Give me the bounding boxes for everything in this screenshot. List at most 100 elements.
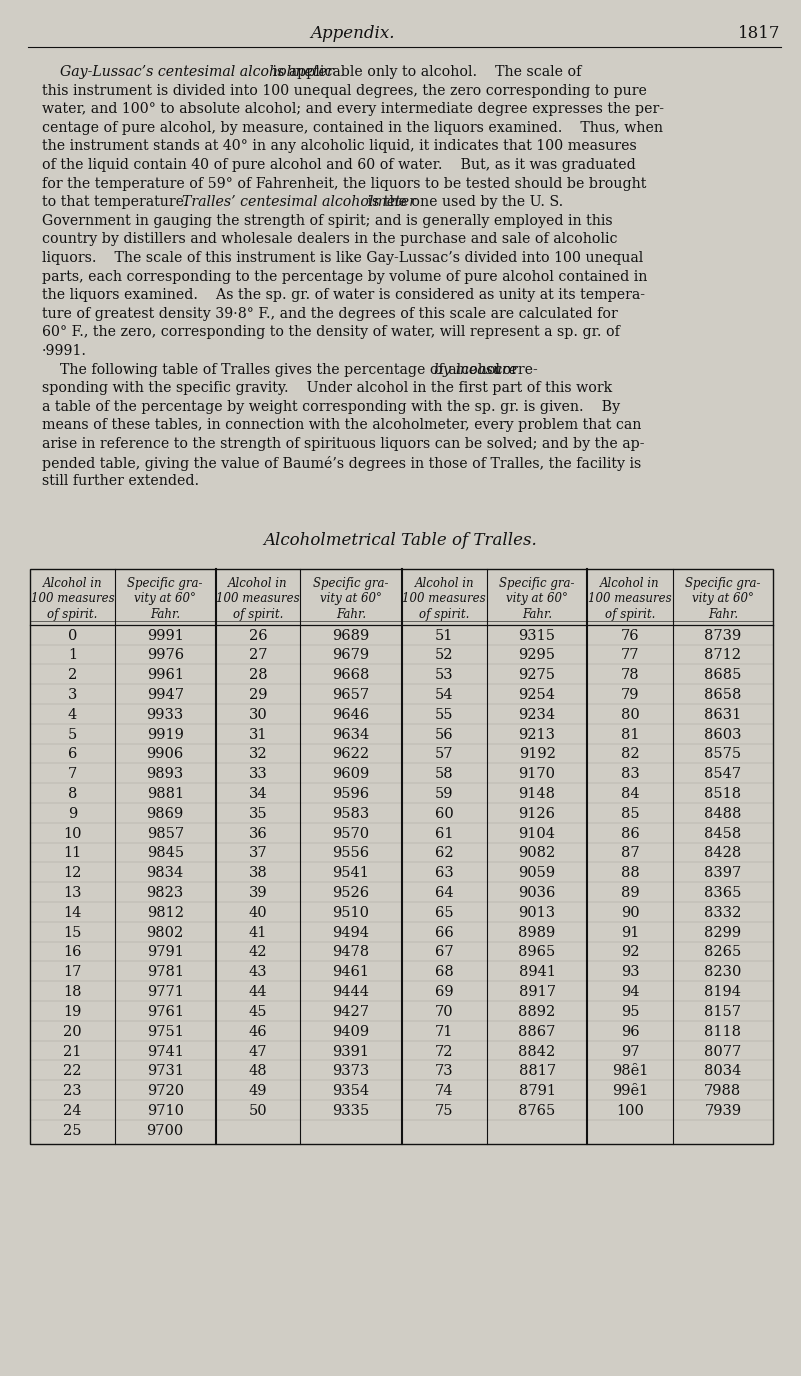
Text: 9: 9	[68, 806, 77, 821]
Text: 90: 90	[621, 905, 639, 921]
Text: 2: 2	[68, 669, 77, 682]
Text: 57: 57	[435, 747, 453, 761]
Text: Fahr.: Fahr.	[708, 608, 738, 621]
Text: 9668: 9668	[332, 669, 370, 682]
Text: 8739: 8739	[704, 629, 742, 643]
Text: of spirit.: of spirit.	[419, 608, 469, 621]
Text: 8547: 8547	[704, 768, 742, 782]
Text: 13: 13	[63, 886, 82, 900]
Text: Alcohol in: Alcohol in	[228, 577, 288, 590]
Text: liquors.    The scale of this instrument is like Gay-Lussac’s divided into 100 u: liquors. The scale of this instrument is…	[42, 250, 643, 266]
Text: 84: 84	[621, 787, 639, 801]
Text: vity at 60°: vity at 60°	[320, 592, 382, 605]
Text: 70: 70	[435, 1004, 453, 1018]
Text: 9373: 9373	[332, 1064, 369, 1079]
Text: 8077: 8077	[704, 1044, 742, 1058]
Text: 9991: 9991	[147, 629, 183, 643]
Text: vity at 60°: vity at 60°	[506, 592, 568, 605]
Text: 9893: 9893	[147, 768, 184, 782]
Text: 39: 39	[249, 886, 268, 900]
Text: 8518: 8518	[704, 787, 742, 801]
Text: Fahr.: Fahr.	[522, 608, 552, 621]
Text: 9906: 9906	[147, 747, 184, 761]
Text: 41: 41	[249, 926, 268, 940]
Text: 9646: 9646	[332, 707, 369, 722]
Text: 9556: 9556	[332, 846, 369, 860]
Text: 42: 42	[249, 945, 268, 959]
Text: arise in reference to the strength of spirituous liquors can be solved; and by t: arise in reference to the strength of sp…	[42, 438, 645, 451]
Text: 9857: 9857	[147, 827, 183, 841]
Text: 9478: 9478	[332, 945, 369, 959]
Text: 15: 15	[63, 926, 82, 940]
Text: 17: 17	[63, 966, 82, 980]
Text: 50: 50	[249, 1104, 268, 1117]
Text: 28: 28	[249, 669, 268, 682]
Text: 9679: 9679	[332, 648, 369, 662]
Text: 65: 65	[435, 905, 453, 921]
Text: 60° F., the zero, corresponding to the density of water, will represent a sp. gr: 60° F., the zero, corresponding to the d…	[42, 325, 620, 340]
Text: 80: 80	[621, 707, 639, 722]
Text: 85: 85	[621, 806, 639, 821]
Text: 12: 12	[63, 867, 82, 881]
Text: Fahr.: Fahr.	[336, 608, 366, 621]
Text: by measure: by measure	[434, 363, 517, 377]
Text: 9036: 9036	[518, 886, 556, 900]
Text: 9275: 9275	[518, 669, 556, 682]
Text: 81: 81	[621, 728, 639, 742]
Text: 9583: 9583	[332, 806, 369, 821]
Text: 8299: 8299	[704, 926, 742, 940]
Text: 8658: 8658	[704, 688, 742, 702]
Text: 35: 35	[249, 806, 268, 821]
Text: 67: 67	[435, 945, 453, 959]
Text: 9409: 9409	[332, 1025, 369, 1039]
Text: 4: 4	[68, 707, 77, 722]
Text: Specific gra-: Specific gra-	[499, 577, 575, 590]
Text: Tralles’ centesimal alcoholmeter: Tralles’ centesimal alcoholmeter	[183, 195, 417, 209]
Text: 9933: 9933	[147, 707, 184, 722]
Text: 98ȇ1: 98ȇ1	[612, 1064, 648, 1079]
Text: 87: 87	[621, 846, 639, 860]
Text: 9845: 9845	[147, 846, 183, 860]
Text: 9961: 9961	[147, 669, 183, 682]
Text: 6: 6	[67, 747, 77, 761]
Text: 9657: 9657	[332, 688, 369, 702]
Text: 76: 76	[621, 629, 639, 643]
Text: 45: 45	[249, 1004, 268, 1018]
Text: Specific gra-: Specific gra-	[127, 577, 203, 590]
Text: centage of pure alcohol, by measure, contained in the liquors examined.    Thus,: centage of pure alcohol, by measure, con…	[42, 121, 663, 135]
Text: Alcohol in: Alcohol in	[42, 577, 103, 590]
Text: 8332: 8332	[704, 905, 742, 921]
Text: 9494: 9494	[332, 926, 369, 940]
Text: 62: 62	[435, 846, 453, 860]
Text: 8941: 8941	[518, 966, 556, 980]
Text: 82: 82	[621, 747, 639, 761]
Text: 60: 60	[435, 806, 453, 821]
Text: 86: 86	[621, 827, 639, 841]
Text: 9082: 9082	[518, 846, 556, 860]
Text: 9919: 9919	[147, 728, 183, 742]
Text: 100 measures: 100 measures	[402, 592, 486, 605]
Text: 8575: 8575	[704, 747, 742, 761]
Text: 22: 22	[63, 1064, 82, 1079]
Text: 9570: 9570	[332, 827, 369, 841]
Text: 100: 100	[616, 1104, 644, 1117]
Text: 74: 74	[435, 1084, 453, 1098]
Text: 30: 30	[249, 707, 268, 722]
Text: 19: 19	[63, 1004, 82, 1018]
Text: 9170: 9170	[518, 768, 556, 782]
Text: 9104: 9104	[518, 827, 556, 841]
Bar	[30, 568, 773, 1143]
Text: 75: 75	[435, 1104, 453, 1117]
Text: 66: 66	[435, 926, 453, 940]
Text: 8817: 8817	[518, 1064, 556, 1079]
Text: 9510: 9510	[332, 905, 369, 921]
Text: 9976: 9976	[147, 648, 183, 662]
Text: 54: 54	[435, 688, 453, 702]
Text: 26: 26	[249, 629, 268, 643]
Text: 7939: 7939	[704, 1104, 742, 1117]
Text: parts, each corresponding to the percentage by volume of pure alcohol contained : parts, each corresponding to the percent…	[42, 270, 647, 283]
Text: 23: 23	[63, 1084, 82, 1098]
Text: 9391: 9391	[332, 1044, 369, 1058]
Text: 8989: 8989	[518, 926, 556, 940]
Text: Fahr.: Fahr.	[150, 608, 180, 621]
